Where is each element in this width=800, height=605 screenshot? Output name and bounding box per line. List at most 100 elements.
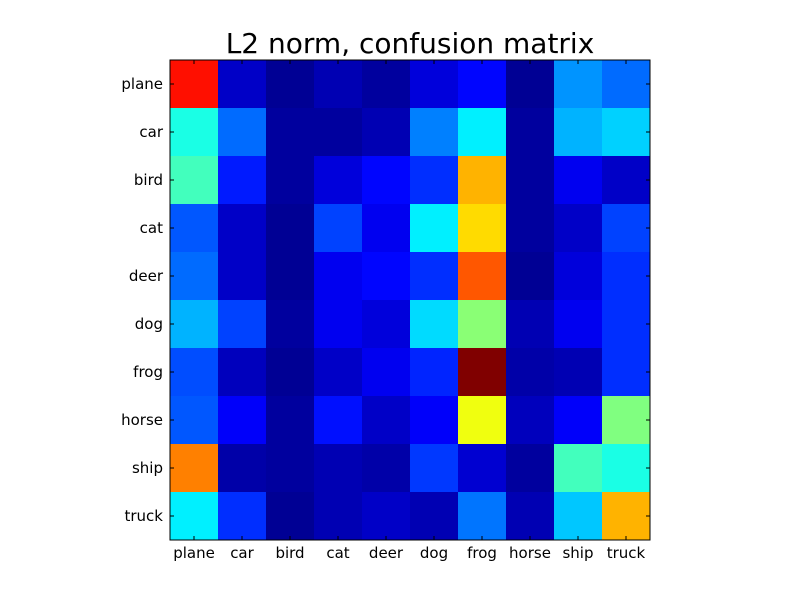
y-tick-label-ship: ship bbox=[132, 459, 163, 477]
heatmap-cell-deer-dog bbox=[410, 252, 459, 301]
heatmap-cell-horse-ship bbox=[554, 396, 603, 445]
heatmap-cell-car-deer bbox=[362, 108, 411, 157]
heatmap-cell-car-car bbox=[218, 108, 267, 157]
heatmap-cell-horse-car bbox=[218, 396, 267, 445]
heatmap-cell-ship-car bbox=[218, 444, 267, 493]
heatmap-cell-horse-deer bbox=[362, 396, 411, 445]
heatmap-cell-cat-frog bbox=[458, 204, 507, 253]
heatmap-cell-horse-horse bbox=[506, 396, 555, 445]
heatmap-cell-car-dog bbox=[410, 108, 459, 157]
x-tick-label-plane: plane bbox=[173, 544, 215, 562]
heatmap-cell-plane-frog bbox=[458, 60, 507, 109]
heatmap-cell-truck-plane bbox=[170, 492, 219, 541]
heatmap-cell-frog-car bbox=[218, 348, 267, 397]
heatmap-cell-plane-cat bbox=[314, 60, 363, 109]
heatmap-cell-bird-bird bbox=[266, 156, 315, 205]
heatmap-cell-plane-horse bbox=[506, 60, 555, 109]
heatmap-cell-truck-truck bbox=[602, 492, 651, 541]
heatmap-cell-deer-car bbox=[218, 252, 267, 301]
heatmap-cell-deer-cat bbox=[314, 252, 363, 301]
heatmap-cell-cat-deer bbox=[362, 204, 411, 253]
heatmap-cell-frog-frog bbox=[458, 348, 507, 397]
heatmap-cell-cat-plane bbox=[170, 204, 219, 253]
heatmap-cell-truck-frog bbox=[458, 492, 507, 541]
heatmap-cell-dog-frog bbox=[458, 300, 507, 349]
y-tick-label-truck: truck bbox=[125, 507, 164, 525]
heatmap-cell-frog-bird bbox=[266, 348, 315, 397]
y-tick-label-horse: horse bbox=[121, 411, 163, 429]
heatmap-cell-car-bird bbox=[266, 108, 315, 157]
heatmap-cell-cat-car bbox=[218, 204, 267, 253]
x-tick-label-horse: horse bbox=[509, 544, 551, 562]
heatmap-cell-horse-plane bbox=[170, 396, 219, 445]
heatmap-cell-car-cat bbox=[314, 108, 363, 157]
heatmap-cell-cat-bird bbox=[266, 204, 315, 253]
heatmap-cell-truck-bird bbox=[266, 492, 315, 541]
heatmap-cell-deer-frog bbox=[458, 252, 507, 301]
heatmap-cell-bird-ship bbox=[554, 156, 603, 205]
heatmap-cell-dog-dog bbox=[410, 300, 459, 349]
heatmap-cell-deer-plane bbox=[170, 252, 219, 301]
heatmap-cell-deer-deer bbox=[362, 252, 411, 301]
x-tick-label-bird: bird bbox=[275, 544, 304, 562]
x-tick-label-truck: truck bbox=[607, 544, 646, 562]
heatmap-cell-ship-dog bbox=[410, 444, 459, 493]
heatmap-cells bbox=[170, 60, 651, 541]
heatmap-cell-bird-horse bbox=[506, 156, 555, 205]
heatmap-cell-plane-plane bbox=[170, 60, 219, 109]
y-tick-label-plane: plane bbox=[121, 75, 163, 93]
heatmap-cell-plane-deer bbox=[362, 60, 411, 109]
heatmap-cell-car-horse bbox=[506, 108, 555, 157]
axis-ticks bbox=[170, 60, 650, 540]
heatmap-cell-frog-cat bbox=[314, 348, 363, 397]
heatmap-cell-ship-cat bbox=[314, 444, 363, 493]
heatmap-cell-plane-truck bbox=[602, 60, 651, 109]
heatmap-cell-bird-frog bbox=[458, 156, 507, 205]
heatmap-cell-cat-ship bbox=[554, 204, 603, 253]
heatmap-cell-car-plane bbox=[170, 108, 219, 157]
heatmap-cell-deer-horse bbox=[506, 252, 555, 301]
plot-frame bbox=[169, 59, 651, 541]
heatmap-cell-bird-car bbox=[218, 156, 267, 205]
heatmap-cell-car-frog bbox=[458, 108, 507, 157]
heatmap-cell-ship-frog bbox=[458, 444, 507, 493]
heatmap-cell-frog-deer bbox=[362, 348, 411, 397]
heatmap-cell-bird-plane bbox=[170, 156, 219, 205]
heatmap-cell-truck-cat bbox=[314, 492, 363, 541]
heatmap-cell-cat-truck bbox=[602, 204, 651, 253]
heatmap-cell-ship-horse bbox=[506, 444, 555, 493]
heatmap-cell-truck-horse bbox=[506, 492, 555, 541]
heatmap-cell-horse-dog bbox=[410, 396, 459, 445]
heatmap-cell-cat-horse bbox=[506, 204, 555, 253]
heatmap-cell-ship-ship bbox=[554, 444, 603, 493]
heatmap-cell-horse-bird bbox=[266, 396, 315, 445]
y-tick-label-frog: frog bbox=[133, 363, 163, 381]
heatmap-cell-frog-ship bbox=[554, 348, 603, 397]
heatmap-cell-car-ship bbox=[554, 108, 603, 157]
heatmap-cell-horse-cat bbox=[314, 396, 363, 445]
heatmap-cell-dog-ship bbox=[554, 300, 603, 349]
heatmap-cell-dog-deer bbox=[362, 300, 411, 349]
heatmap-cell-truck-car bbox=[218, 492, 267, 541]
heatmap-cell-bird-truck bbox=[602, 156, 651, 205]
x-tick-labels: plane car bird cat deer dog frog horse ship truck bbox=[173, 544, 645, 562]
heatmap-cell-truck-dog bbox=[410, 492, 459, 541]
x-tick-label-car: car bbox=[230, 544, 254, 562]
y-tick-label-car: car bbox=[139, 123, 163, 141]
y-tick-labels: plane car bird cat deer dog frog horse ship truck bbox=[121, 75, 164, 525]
heatmap-cell-frog-plane bbox=[170, 348, 219, 397]
heatmap-cell-frog-dog bbox=[410, 348, 459, 397]
heatmap-cell-plane-ship bbox=[554, 60, 603, 109]
heatmap-cell-car-truck bbox=[602, 108, 651, 157]
heatmap-cell-horse-frog bbox=[458, 396, 507, 445]
y-tick-label-deer: deer bbox=[129, 267, 164, 285]
x-tick-label-deer: deer bbox=[369, 544, 404, 562]
x-tick-label-frog: frog bbox=[467, 544, 497, 562]
heatmap-cell-ship-plane bbox=[170, 444, 219, 493]
heatmap-cell-ship-bird bbox=[266, 444, 315, 493]
heatmap-cell-plane-car bbox=[218, 60, 267, 109]
heatmap-cell-bird-cat bbox=[314, 156, 363, 205]
x-tick-label-dog: dog bbox=[420, 544, 448, 562]
